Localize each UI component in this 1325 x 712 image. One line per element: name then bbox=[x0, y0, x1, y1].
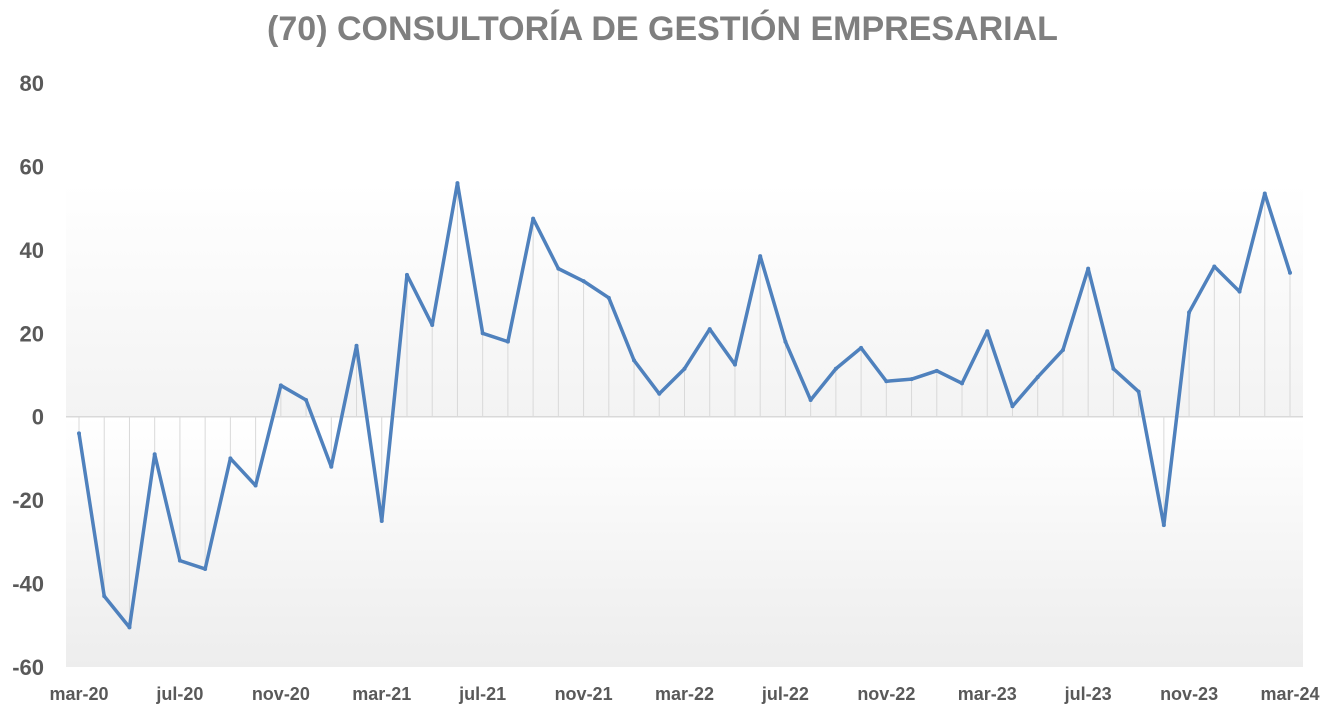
y-tick-label: 80 bbox=[20, 71, 44, 96]
data-point bbox=[859, 345, 864, 350]
data-point bbox=[657, 391, 662, 396]
x-tick-label: jul-22 bbox=[761, 684, 809, 704]
data-point bbox=[581, 279, 586, 284]
x-tick-label: mar-20 bbox=[49, 684, 108, 704]
data-point bbox=[253, 483, 258, 488]
data-point bbox=[1060, 347, 1065, 352]
data-point bbox=[1288, 270, 1292, 275]
data-point bbox=[632, 358, 637, 363]
data-point bbox=[1262, 191, 1267, 196]
data-point bbox=[808, 398, 813, 403]
data-point bbox=[1035, 375, 1040, 380]
data-point bbox=[884, 379, 889, 384]
x-tick-label: nov-21 bbox=[555, 684, 613, 704]
data-point bbox=[505, 339, 510, 344]
data-point bbox=[1136, 389, 1141, 394]
x-tick-label: mar-24 bbox=[1260, 684, 1319, 704]
data-point bbox=[77, 431, 81, 436]
x-tick-label: nov-22 bbox=[857, 684, 915, 704]
data-point bbox=[102, 594, 107, 599]
y-tick-label: -60 bbox=[12, 655, 44, 680]
y-tick-label: 20 bbox=[20, 321, 44, 346]
y-tick-label: 40 bbox=[20, 238, 44, 263]
data-point bbox=[909, 377, 914, 382]
data-point bbox=[203, 566, 208, 571]
data-point bbox=[1086, 266, 1091, 271]
data-point bbox=[682, 366, 687, 371]
x-tick-label: nov-20 bbox=[252, 684, 310, 704]
data-point bbox=[707, 327, 712, 332]
data-point bbox=[404, 272, 409, 277]
data-point bbox=[329, 464, 334, 469]
data-point bbox=[556, 266, 561, 271]
data-point bbox=[152, 452, 157, 457]
data-point bbox=[1010, 404, 1015, 409]
x-tick-label: mar-22 bbox=[655, 684, 714, 704]
data-point bbox=[228, 456, 233, 461]
data-point bbox=[278, 383, 283, 388]
data-point bbox=[455, 181, 460, 186]
y-tick-label: 0 bbox=[32, 405, 44, 430]
data-point bbox=[304, 398, 309, 403]
data-point bbox=[934, 368, 939, 373]
data-point bbox=[1161, 523, 1166, 528]
data-point bbox=[480, 331, 485, 336]
x-tick-label: nov-23 bbox=[1160, 684, 1218, 704]
data-point bbox=[1237, 289, 1242, 294]
data-point bbox=[354, 343, 359, 348]
data-point bbox=[430, 322, 435, 327]
x-tick-label: jul-20 bbox=[155, 684, 203, 704]
data-point bbox=[606, 295, 611, 300]
data-point bbox=[960, 381, 965, 386]
data-point bbox=[127, 625, 132, 630]
y-tick-label: -40 bbox=[12, 572, 44, 597]
data-point bbox=[985, 329, 990, 334]
data-point bbox=[783, 339, 788, 344]
x-tick-label: jul-23 bbox=[1064, 684, 1112, 704]
data-point bbox=[379, 519, 384, 523]
data-point bbox=[1111, 366, 1116, 371]
y-tick-label: -20 bbox=[12, 488, 44, 513]
data-point bbox=[732, 362, 737, 367]
x-tick-label: mar-23 bbox=[958, 684, 1017, 704]
data-point bbox=[833, 366, 838, 371]
y-tick-label: 60 bbox=[20, 154, 44, 179]
chart-title: (70) CONSULTORÍA DE GESTIÓN EMPRESARIAL bbox=[267, 10, 1058, 48]
data-point bbox=[1187, 310, 1192, 315]
x-tick-label: jul-21 bbox=[458, 684, 506, 704]
data-point bbox=[177, 558, 182, 563]
data-point bbox=[1212, 264, 1217, 269]
data-point bbox=[758, 254, 763, 259]
x-tick-label: mar-21 bbox=[352, 684, 411, 704]
data-point bbox=[531, 216, 536, 221]
plot-background-lower bbox=[66, 416, 1303, 667]
